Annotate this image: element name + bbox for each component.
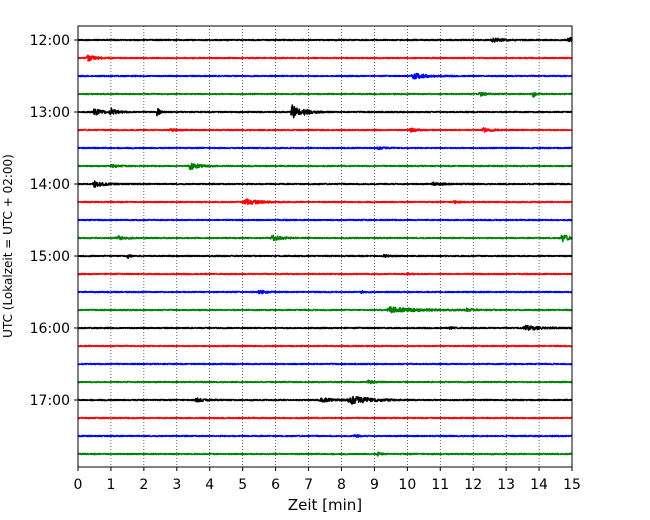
seismic-trace	[77, 91, 573, 98]
seismic-trace	[77, 198, 573, 206]
x-axis-label: Zeit [min]	[288, 496, 362, 514]
seismic-trace	[77, 234, 573, 243]
seismic-trace	[77, 72, 573, 80]
seismic-trace	[77, 289, 573, 295]
seismic-trace	[77, 180, 573, 188]
x-tick-label: 6	[271, 477, 280, 493]
y-axis-label: UTC (Lokalzeit = UTC + 02:00)	[1, 154, 15, 338]
seismic-trace	[77, 146, 573, 151]
y-tick-label: 17:00	[30, 393, 70, 409]
x-tick-label: 11	[431, 477, 449, 493]
seismic-trace	[77, 272, 573, 276]
seismic-trace	[77, 379, 573, 385]
seismic-trace	[77, 126, 573, 133]
seismic-trace	[77, 54, 573, 62]
y-tick-label: 16:00	[30, 321, 70, 337]
seismic-trace	[77, 162, 573, 171]
x-tick-label: 12	[464, 477, 482, 493]
seismic-traces	[77, 36, 573, 457]
y-axis-ticks: 12:00 13:00 14:00 15:00 16:00 17:00	[30, 33, 78, 409]
x-tick-label: 14	[530, 477, 548, 493]
seismic-trace	[77, 451, 573, 457]
x-tick-label: 13	[497, 477, 515, 493]
plot-frame	[77, 25, 573, 468]
x-tick-label: 8	[337, 477, 346, 493]
x-tick-label: 10	[398, 477, 416, 493]
x-tick-label: 3	[172, 477, 181, 493]
seismic-trace	[77, 218, 573, 222]
x-tick-label: 2	[139, 477, 148, 493]
seismic-trace	[77, 36, 573, 43]
x-tick-label: 9	[370, 477, 379, 493]
seismic-trace	[77, 395, 573, 405]
seismic-trace	[77, 433, 573, 438]
x-axis-ticks: 0 1 2 3 4 5 6 7 8 9 10 11 12 13 14 15	[74, 467, 581, 493]
y-tick-label: 13:00	[30, 105, 70, 121]
seismic-trace	[77, 306, 573, 314]
x-tick-label: 0	[74, 477, 83, 493]
y-tick-label: 15:00	[30, 249, 70, 265]
seismic-trace	[77, 416, 573, 420]
x-tick-label: 5	[238, 477, 247, 493]
x-tick-label: 7	[304, 477, 313, 493]
seismic-trace	[77, 104, 573, 119]
x-tick-label: 15	[563, 477, 581, 493]
y-tick-label: 14:00	[30, 177, 70, 193]
seismic-trace	[77, 362, 573, 366]
seismic-trace	[77, 324, 573, 331]
x-tick-label: 4	[205, 477, 214, 493]
x-tick-label: 1	[106, 477, 115, 493]
seismic-trace	[77, 344, 573, 348]
seismic-trace	[77, 253, 573, 260]
y-tick-label: 12:00	[30, 33, 70, 49]
